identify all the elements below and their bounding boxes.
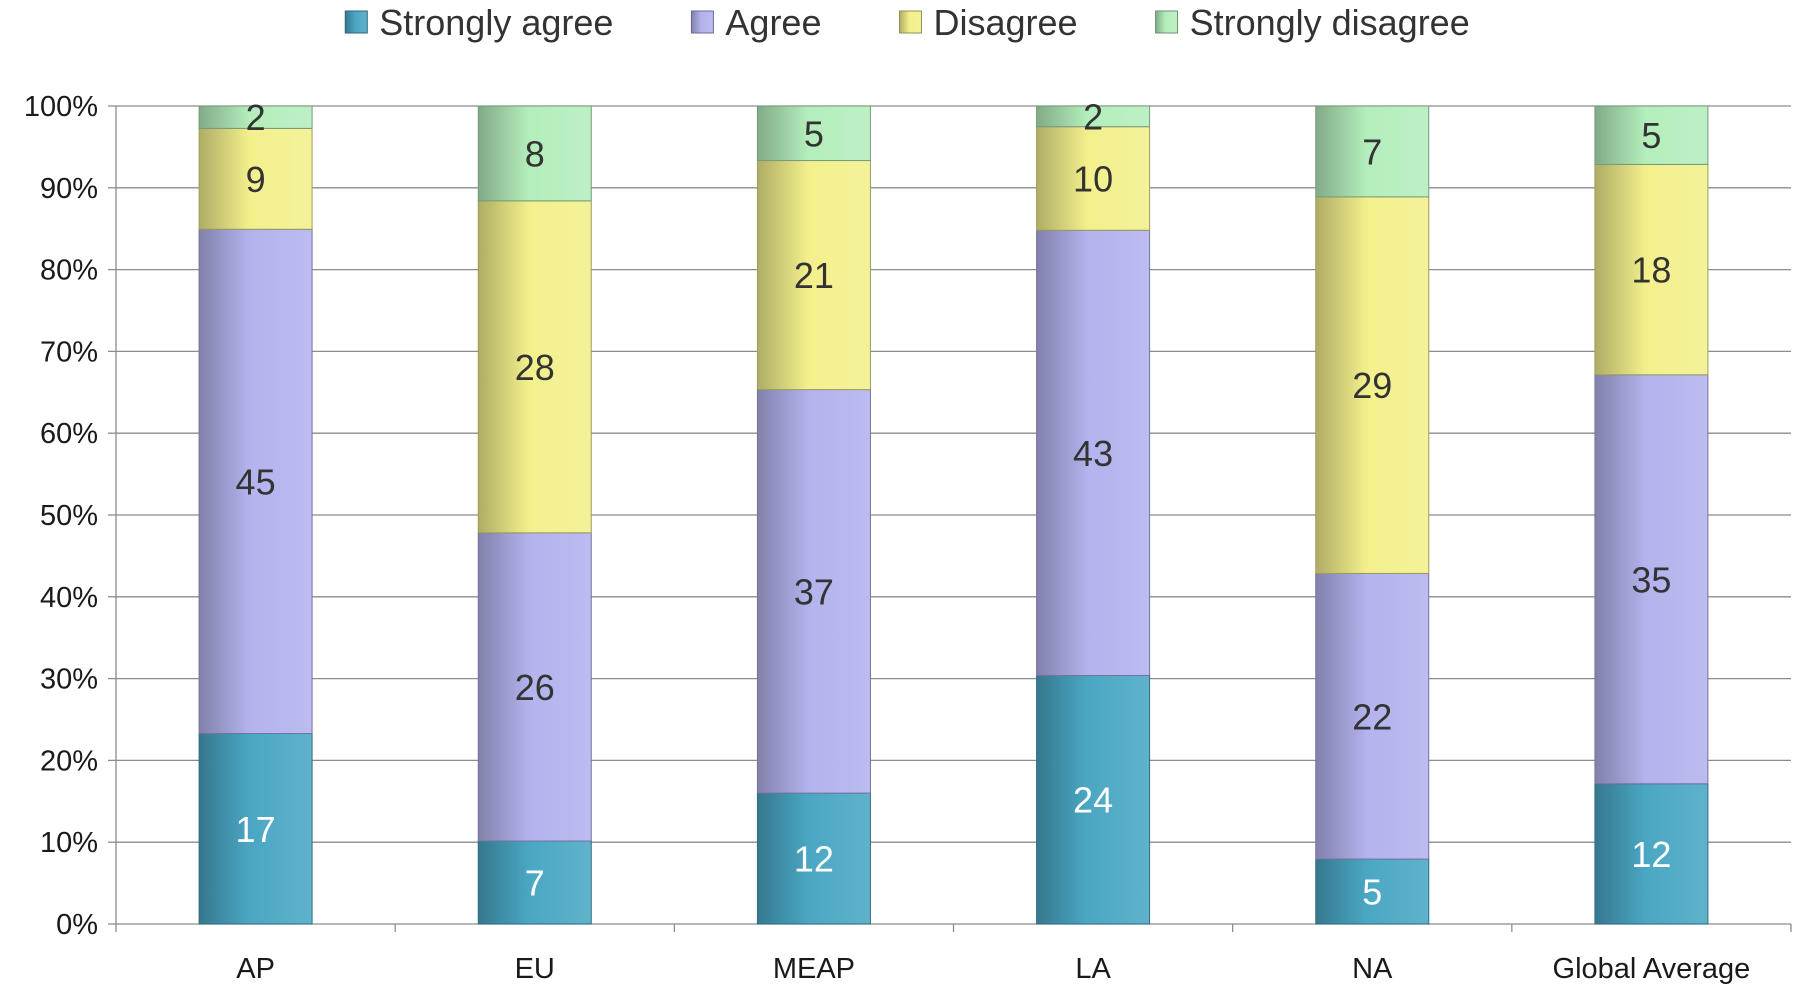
- gridlines: [116, 105, 1791, 843]
- bar-stack-global-average: 12 35 18 5: [1594, 105, 1709, 925]
- bar-eu-strongly-agree: [477, 840, 592, 925]
- bar-stack-eu: 7 26 28 8: [477, 105, 592, 925]
- data-label-eu-strongly-disagree: 8: [525, 133, 545, 174]
- legend: Strongly agree Agree Disagree Strongly disa…: [344, 2, 1470, 43]
- bar-na-disagree: [1315, 196, 1430, 574]
- y-tick-label: 10%: [40, 827, 98, 859]
- legend-item-strongly-disagree: Strongly disagree: [1155, 2, 1470, 43]
- legend-swatch-disagree: [898, 10, 922, 34]
- data-label-meap-strongly-agree: 12: [794, 839, 834, 880]
- bar-meap-strongly-disagree: [756, 105, 871, 162]
- y-tick-label: 70%: [40, 336, 98, 368]
- bar-na-strongly-disagree: [1315, 105, 1430, 198]
- data-label-meap-strongly-disagree: 5: [804, 113, 824, 154]
- bar-meap-disagree: [756, 160, 871, 391]
- legend-item-agree: Agree: [690, 2, 821, 43]
- x-tick-label-global-average: Global Average: [1553, 953, 1751, 985]
- y-tick-label: 100%: [24, 91, 98, 123]
- data-label-ap-disagree: 9: [246, 159, 266, 200]
- data-label-eu-strongly-agree: 7: [525, 863, 545, 904]
- data-label-meap-agree: 37: [794, 571, 834, 612]
- bar-meap-strongly-agree: [756, 792, 871, 925]
- y-tick-label: 90%: [40, 173, 98, 205]
- data-label-ap-strongly-agree: 17: [236, 809, 276, 850]
- data-label-la-agree: 43: [1073, 433, 1113, 474]
- x-tick-label-la: LA: [1075, 953, 1111, 985]
- legend-label-disagree: Disagree: [933, 2, 1077, 43]
- data-label-eu-agree: 26: [515, 667, 555, 708]
- y-tick-label: 0%: [56, 909, 98, 941]
- bar-na-strongly-agree: [1315, 858, 1430, 925]
- bar-ap-strongly-agree: [198, 733, 313, 925]
- x-tick-label-eu: EU: [515, 953, 555, 985]
- y-tick-label: 40%: [40, 582, 98, 614]
- bar-stack-la: 24 43 10 2: [1036, 96, 1151, 925]
- bar-meap-agree: [756, 389, 871, 794]
- bar-eu-disagree: [477, 200, 592, 534]
- legend-item-strongly-agree: Strongly agree: [344, 2, 613, 43]
- bar-la-disagree: [1036, 126, 1151, 231]
- bar-global-average-disagree: [1594, 163, 1709, 376]
- legend-label-strongly-disagree: Strongly disagree: [1190, 2, 1470, 43]
- data-label-na-strongly-disagree: 7: [1362, 131, 1382, 172]
- y-tick-label: 80%: [40, 255, 98, 287]
- bar-ap-strongly-disagree: [198, 105, 313, 129]
- bar-stack-ap: 17 45 9 2: [198, 97, 313, 925]
- data-label-la-disagree: 10: [1073, 158, 1113, 199]
- bar-stack-meap: 12 37 21 5: [756, 105, 871, 925]
- bar-la-strongly-agree: [1036, 674, 1151, 925]
- legend-label-agree: Agree: [725, 2, 821, 43]
- y-tick-label: 50%: [40, 500, 98, 532]
- data-label-meap-disagree: 21: [794, 255, 834, 296]
- legend-label-strongly-agree: Strongly agree: [379, 2, 613, 43]
- bar-na-agree: [1315, 572, 1430, 860]
- bar-global-average-agree: [1594, 374, 1709, 785]
- data-label-global-average-disagree: 18: [1631, 250, 1671, 291]
- y-tick-label: 30%: [40, 664, 98, 696]
- data-label-na-strongly-agree: 5: [1362, 872, 1382, 913]
- data-label-global-average-strongly-agree: 12: [1631, 834, 1671, 875]
- data-label-ap-agree: 45: [236, 461, 276, 502]
- x-axis: AP EU MEAP LA NA Global Average: [115, 923, 1792, 985]
- legend-item-disagree: Disagree: [898, 2, 1078, 43]
- data-label-la-strongly-disagree: 2: [1083, 96, 1103, 137]
- data-label-global-average-strongly-disagree: 5: [1641, 115, 1661, 156]
- bar-la-strongly-disagree: [1036, 105, 1151, 128]
- legend-swatch-strongly-disagree: [1155, 10, 1179, 34]
- data-label-na-agree: 22: [1352, 696, 1392, 737]
- bar-eu-strongly-disagree: [477, 105, 592, 202]
- data-label-na-disagree: 29: [1352, 365, 1392, 406]
- bar-eu-agree: [477, 532, 592, 842]
- x-tick-label-ap: AP: [236, 953, 275, 985]
- legend-swatch-strongly-agree: [344, 10, 368, 34]
- bar-ap-disagree: [198, 127, 313, 230]
- bar-global-average-strongly-agree: [1594, 783, 1709, 925]
- bar-la-agree: [1036, 229, 1151, 676]
- legend-swatch-agree: [690, 10, 714, 34]
- data-label-eu-disagree: 28: [515, 347, 555, 388]
- y-tick-label: 20%: [40, 745, 98, 777]
- y-tick-label: 60%: [40, 418, 98, 450]
- x-tick-label-meap: MEAP: [773, 953, 855, 985]
- bar-global-average-strongly-disagree: [1594, 105, 1709, 165]
- data-label-la-strongly-agree: 24: [1073, 780, 1113, 821]
- x-tick-label-na: NA: [1352, 953, 1393, 985]
- data-label-global-average-agree: 35: [1631, 559, 1671, 600]
- bars: 17 45 9 2 7 26 28 8 12 37 21 5 24 43 10 2 5 22 29 7 12 35 18 5: [198, 96, 1709, 925]
- data-label-ap-strongly-disagree: 2: [246, 97, 266, 138]
- y-axis: 0% 10% 20% 30% 40% 50% 60% 70% 80% 90% 100%: [24, 91, 117, 941]
- bar-ap-agree: [198, 228, 313, 735]
- bar-stack-na: 5 22 29 7: [1315, 105, 1430, 925]
